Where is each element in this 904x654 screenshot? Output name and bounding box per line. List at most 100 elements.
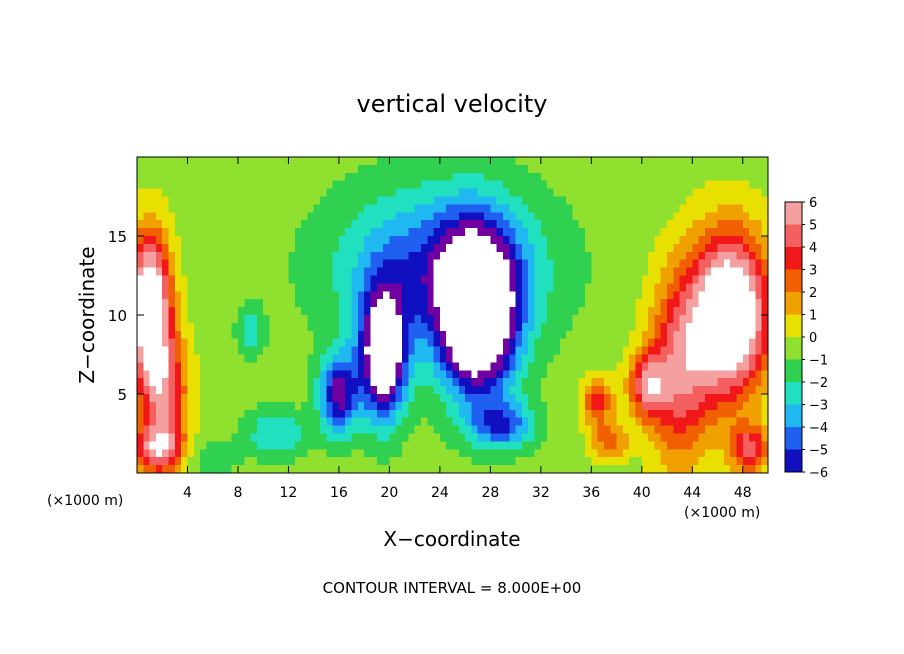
heatmap-cell	[648, 188, 656, 198]
heatmap-cell	[673, 346, 681, 356]
heatmap-cell	[137, 243, 144, 253]
heatmap-cell	[704, 259, 712, 269]
heatmap-cell	[231, 338, 239, 348]
heatmap-cell	[723, 307, 731, 316]
heatmap-cell	[187, 157, 195, 166]
heatmap-cell	[389, 441, 397, 450]
heatmap-cell	[597, 315, 605, 324]
heatmap-cell	[572, 330, 580, 340]
heatmap-cell	[383, 275, 390, 284]
heatmap-cell	[319, 180, 327, 190]
heatmap-cell	[206, 417, 214, 427]
heatmap-cell	[749, 283, 756, 292]
heatmap-cell	[212, 409, 220, 419]
heatmap-cell	[181, 441, 189, 450]
heatmap-cell	[484, 394, 491, 403]
heatmap-cell	[648, 307, 656, 316]
heatmap-cell	[219, 196, 226, 205]
heatmap-cell	[364, 291, 372, 300]
heatmap-cell	[294, 157, 302, 166]
heatmap-cell	[219, 220, 226, 229]
heatmap-cell	[603, 346, 611, 356]
heatmap-cell	[685, 291, 693, 300]
heatmap-cell	[515, 394, 523, 403]
heatmap-cell	[603, 378, 611, 387]
heatmap-cell	[427, 386, 435, 395]
heatmap-cell	[155, 322, 163, 332]
heatmap-cell	[736, 386, 744, 395]
heatmap-cell	[395, 196, 403, 205]
heatmap-cell	[427, 196, 435, 205]
heatmap-cell	[181, 394, 189, 403]
heatmap-cell	[458, 236, 466, 245]
heatmap-cell	[572, 267, 580, 277]
heatmap-cell	[723, 330, 731, 340]
heatmap-cell	[345, 212, 353, 221]
heatmap-cell	[490, 172, 498, 182]
heatmap-cell	[591, 267, 599, 277]
heatmap-cell	[263, 362, 271, 371]
heatmap-cell	[458, 180, 466, 190]
heatmap-cell	[591, 441, 599, 450]
heatmap-cell	[465, 315, 473, 324]
heatmap-cell	[301, 378, 308, 387]
heatmap-cell	[313, 394, 321, 403]
heatmap-cell	[282, 188, 290, 198]
heatmap-cell	[654, 275, 662, 284]
heatmap-cell	[313, 188, 321, 198]
heatmap-cell	[622, 409, 630, 419]
heatmap-cell	[502, 354, 510, 363]
heatmap-cell	[730, 275, 738, 284]
heatmap-cell	[301, 299, 308, 308]
heatmap-cell	[313, 251, 321, 261]
heatmap-cell	[502, 283, 510, 292]
heatmap-cell	[244, 449, 252, 458]
heatmap-cell	[490, 157, 498, 166]
heatmap-cell	[206, 243, 214, 253]
heatmap-cell	[496, 283, 504, 292]
heatmap-cell	[231, 433, 239, 442]
heatmap-cell	[742, 378, 750, 387]
heatmap-cell	[660, 243, 668, 253]
heatmap-cell	[288, 291, 296, 300]
heatmap-cell	[704, 315, 712, 324]
heatmap-cell	[711, 157, 719, 166]
heatmap-cell	[301, 330, 308, 340]
heatmap-cell	[168, 330, 176, 340]
heatmap-cell	[237, 409, 245, 419]
heatmap-cell	[521, 409, 529, 419]
heatmap-cell	[376, 394, 384, 403]
heatmap-cell	[420, 196, 428, 205]
heatmap-cell	[332, 291, 340, 300]
heatmap-cell	[654, 386, 662, 395]
heatmap-cell	[326, 386, 334, 395]
heatmap-cell	[629, 346, 637, 356]
heatmap-cell	[679, 236, 687, 245]
heatmap-cell	[591, 299, 599, 308]
heatmap-cell	[509, 394, 517, 403]
heatmap-cell	[193, 330, 201, 340]
heatmap-cell	[484, 267, 491, 277]
heatmap-cell	[610, 164, 618, 174]
heatmap-cell	[420, 322, 428, 332]
heatmap-cell	[477, 275, 485, 284]
heatmap-cell	[420, 425, 428, 435]
heatmap-cell	[566, 307, 573, 316]
heatmap-cell	[256, 291, 264, 300]
heatmap-cell	[572, 457, 580, 466]
heatmap-cell	[408, 441, 416, 450]
heatmap-cell	[319, 370, 327, 379]
heatmap-cell	[736, 267, 744, 277]
x-axis-ticks: 4 8 12 16 20 24 28 32 36 40 44 48	[183, 157, 752, 501]
heatmap-cell	[446, 457, 454, 466]
heatmap-cell	[528, 370, 536, 379]
heatmap-cell	[711, 220, 719, 229]
heatmap-cell	[692, 330, 700, 340]
heatmap-cell	[402, 283, 409, 292]
heatmap-cell	[193, 180, 201, 190]
heatmap-cell	[521, 299, 529, 308]
heatmap-cell	[408, 157, 416, 166]
heatmap-cell	[244, 315, 252, 324]
heatmap-cell	[168, 401, 176, 411]
